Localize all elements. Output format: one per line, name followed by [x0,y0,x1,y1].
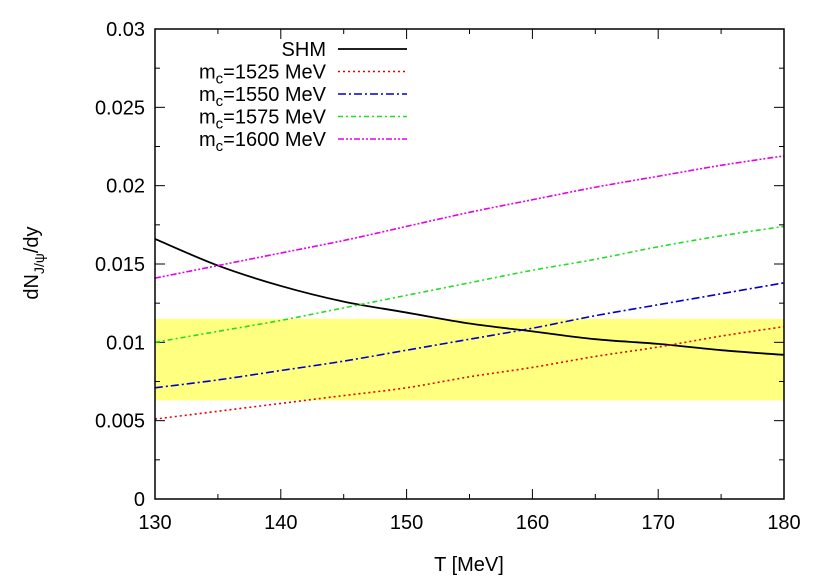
band-layer [155,318,784,401]
y-tick-label: 0.015 [95,254,145,276]
label-layer: 130 140 150 160 170 180 0 0.005 0.01 0.015 0.02 0.0… [95,19,801,534]
legend-label-main: m [199,107,216,129]
legend-label-tail: =1600 MeV [223,129,327,151]
y-tick-label: 0.01 [106,332,145,354]
y-axis-title: dNJ/ψ/dy [21,226,47,299]
y-tick-label: 0.03 [106,19,145,41]
x-tick-label: 170 [642,512,675,534]
series-line-3 [154,225,785,344]
legend-label-sub: c [216,138,224,155]
x-tick-label: 140 [264,512,297,534]
legend-label-4: mc=1600 MeV [199,129,327,155]
x-tick-label: 150 [390,512,423,534]
y-tick-label: 0 [134,489,145,511]
legend-label-tail: =1575 MeV [223,107,327,129]
x-tick-label: 180 [767,512,800,534]
x-tick-label: 130 [138,512,171,534]
y-tick-label: 0.025 [95,97,145,119]
series-line-4 [154,155,785,279]
legend-label-1: mc=1525 MeV [199,62,327,88]
y-axis-title-main: dN [21,274,43,300]
legend-label-sub: c [216,93,224,110]
legend-label-sub: c [216,71,224,88]
y-axis-title-tail: /dy [21,226,43,253]
x-axis-title: T [MeV] [434,554,504,576]
legend-label-main: SHM [282,39,326,61]
legend-label-3: mc=1575 MeV [199,107,327,133]
legend-label-tail: =1550 MeV [223,84,327,106]
y-tick-label: 0.02 [106,176,145,198]
legend-label-2: mc=1550 MeV [199,84,327,110]
x-tick-label: 160 [516,512,549,534]
measurement-band [155,318,784,401]
legend-label-main: m [199,62,216,84]
legend-label-main: m [199,84,216,106]
series-line-0 [154,238,785,356]
plot-frame [154,28,785,500]
legend-label-tail: =1525 MeV [223,62,327,84]
series-layer [154,155,785,420]
y-tick-label: 0.005 [95,411,145,433]
y-axis-title-sub: J/ψ [31,253,47,274]
legend-label-main: m [199,129,216,151]
legend-label-0: SHM [282,39,326,61]
legend-label-sub: c [216,116,224,133]
